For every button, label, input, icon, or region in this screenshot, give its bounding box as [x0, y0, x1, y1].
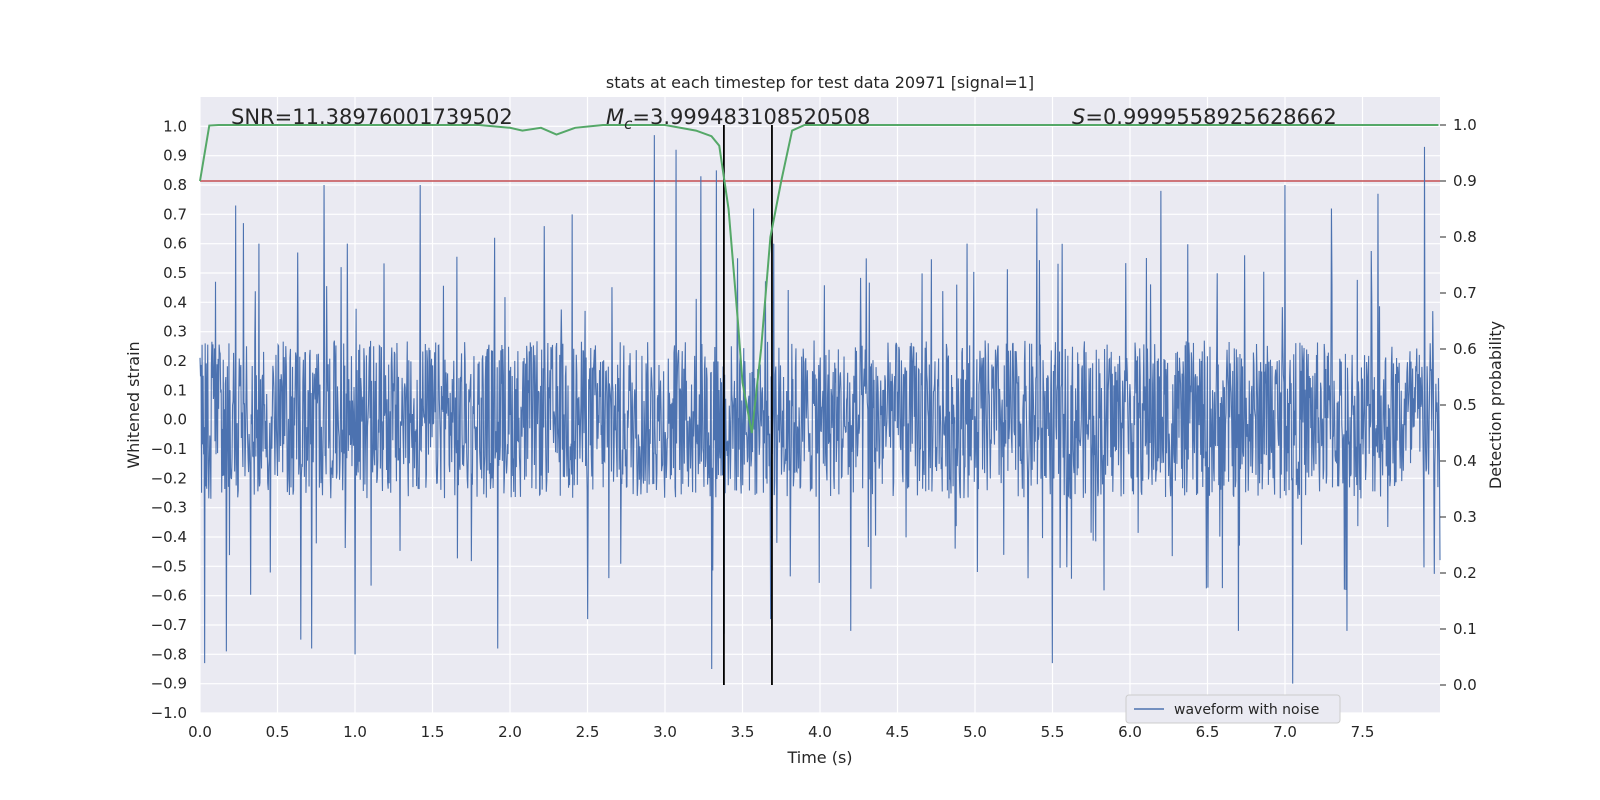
- y-tick-label: 0.8: [163, 176, 187, 194]
- y-tick-label: 0.9: [163, 147, 187, 165]
- waveform-layer: [199, 135, 1441, 684]
- x-tick-label: 2.5: [576, 723, 600, 741]
- y-tick-label: −0.6: [151, 587, 187, 605]
- y-tick-label: 0.7: [163, 205, 187, 223]
- y-tick-label: −0.1: [151, 440, 187, 458]
- y-tick-label: −0.7: [151, 616, 187, 634]
- x-tick-label: 3.5: [731, 723, 755, 741]
- chart-title: stats at each timestep for test data 209…: [606, 73, 1034, 92]
- y-tick-label: 0.6: [163, 235, 187, 253]
- y2-axis-ticks: 0.0 0.1 0.2 0.3 0.4 0.5 0.6 0.7 0.8 0.9 1.0: [1440, 116, 1477, 694]
- mc-subscript: c: [624, 115, 633, 133]
- y2-tick-label: 0.8: [1453, 228, 1477, 246]
- vline-layer: [723, 125, 773, 685]
- x-tick-label: 6.5: [1196, 723, 1220, 741]
- s-annotation: S=0.9999558925628662: [1072, 105, 1337, 129]
- y-tick-label: 0.0: [163, 411, 187, 429]
- x-tick-label: 6.0: [1118, 723, 1142, 741]
- s-symbol: S: [1072, 105, 1085, 129]
- y2-tick-label: 0.2: [1453, 564, 1477, 582]
- y2-tick-label: 1.0: [1453, 116, 1477, 134]
- y2-tick-label: 0.6: [1453, 340, 1477, 358]
- y-tick-label: −0.9: [151, 675, 187, 693]
- x-tick-label: 3.0: [653, 723, 677, 741]
- x-axis-ticks: 0.0 0.5 1.0 1.5 2.0 2.5 3.0 3.5 4.0 4.5 5.0 5.5 6.0 6…: [188, 723, 1374, 741]
- y-tick-label: 0.3: [163, 323, 187, 341]
- mc-symbol: M: [606, 105, 624, 129]
- x-tick-label: 2.0: [498, 723, 522, 741]
- y2-tick-label: 0.4: [1453, 452, 1477, 470]
- y2-tick-label: 0.1: [1453, 620, 1477, 638]
- x-tick-label: 1.5: [421, 723, 445, 741]
- y-axis-ticks: −1.0 −0.9 −0.8 −0.7 −0.6 −0.5 −0.4 −0.3 −0.2 −0.1…: [151, 117, 187, 722]
- x-tick-label: 0.5: [266, 723, 290, 741]
- y2-tick-label: 0.0: [1453, 676, 1477, 694]
- y2-tick-label: 0.3: [1453, 508, 1477, 526]
- waveform-series: [199, 135, 1441, 684]
- y-tick-label: −0.4: [151, 528, 187, 546]
- y2-tick-label: 0.7: [1453, 284, 1477, 302]
- x-tick-label: 5.5: [1041, 723, 1065, 741]
- y-axis-label: Whitened strain: [124, 341, 143, 468]
- y-tick-label: −0.3: [151, 499, 187, 517]
- legend-box: [1125, 694, 1341, 724]
- snr-annotation: SNR=11.38976001739502: [231, 105, 513, 129]
- y-tick-label: −0.2: [151, 469, 187, 487]
- prob-layer: [199, 124, 1439, 434]
- x-tick-label: 5.0: [963, 723, 987, 741]
- x-axis-label: Time (s): [786, 748, 852, 767]
- y-tick-label: 0.4: [163, 293, 187, 311]
- y-tick-label: 0.1: [163, 381, 187, 399]
- legend-label: waveform with noise: [1174, 702, 1319, 718]
- s-value: =0.9999558925628662: [1085, 105, 1336, 129]
- y-tick-label: 0.2: [163, 352, 187, 370]
- x-tick-label: 7.0: [1273, 723, 1297, 741]
- y-tick-label: 1.0: [163, 117, 187, 135]
- x-tick-label: 7.5: [1351, 723, 1375, 741]
- y-tick-label: −0.5: [151, 557, 187, 575]
- detection-probability-series: [199, 124, 1439, 434]
- legend: waveform with noise: [1125, 694, 1341, 724]
- y-tick-label: −0.8: [151, 645, 187, 663]
- x-tick-label: 4.0: [808, 723, 832, 741]
- mc-value: =3.999483108520508: [632, 105, 870, 129]
- y2-tick-label: 0.9: [1453, 172, 1477, 190]
- y-tick-label: 0.5: [163, 264, 187, 282]
- x-tick-label: 0.0: [188, 723, 212, 741]
- y2-tick-label: 0.5: [1453, 396, 1477, 414]
- mc-annotation: Mc=3.999483108520508: [606, 105, 870, 133]
- y-tick-label: −1.0: [151, 704, 187, 722]
- x-tick-label: 4.5: [886, 723, 910, 741]
- x-tick-label: 1.0: [343, 723, 367, 741]
- y2-axis-label: Detection probability: [1486, 321, 1505, 489]
